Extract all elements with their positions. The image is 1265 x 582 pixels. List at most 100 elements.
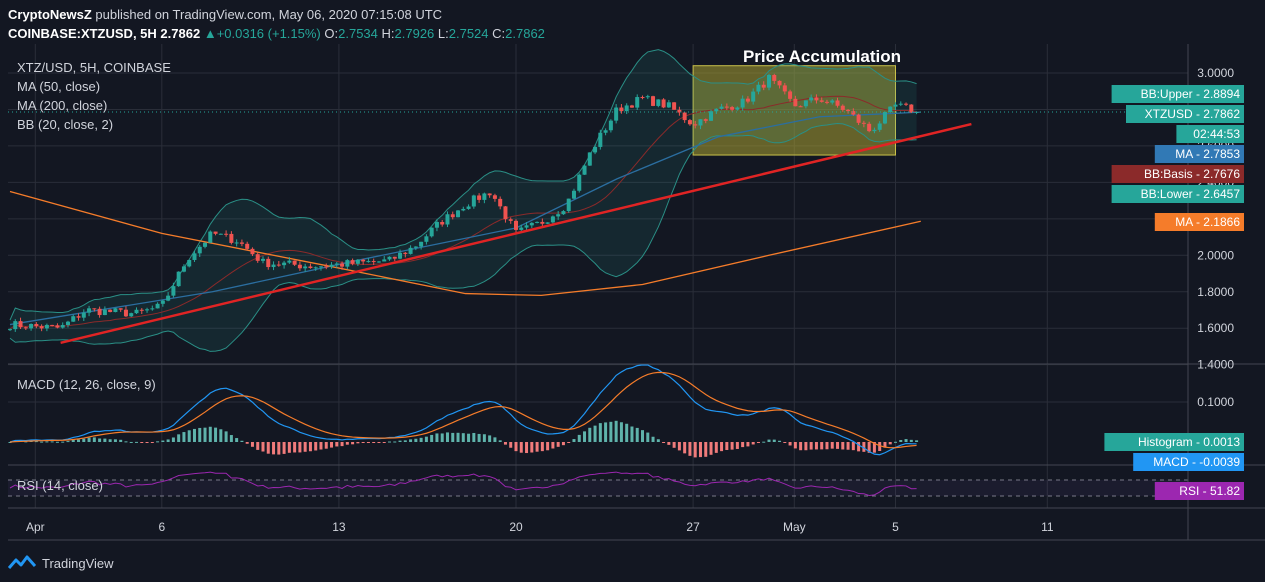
candle-body[interactable] (134, 309, 139, 314)
candle-body[interactable] (55, 325, 60, 328)
candle-body[interactable] (318, 266, 323, 268)
candle-body[interactable] (29, 324, 34, 329)
candle-body[interactable] (819, 100, 824, 102)
candle-body[interactable] (687, 120, 692, 125)
candle-body[interactable] (587, 152, 592, 166)
tradingview-brand[interactable]: TradingView (8, 554, 114, 572)
candle-body[interactable] (656, 99, 661, 106)
candle-body[interactable] (798, 106, 803, 108)
candle-body[interactable] (492, 195, 497, 199)
candle-body[interactable] (8, 329, 12, 331)
candle-body[interactable] (793, 98, 798, 107)
candle-body[interactable] (882, 112, 887, 124)
candle-body[interactable] (224, 233, 229, 235)
candle-body[interactable] (113, 308, 118, 313)
candle-body[interactable] (519, 227, 524, 230)
candle-body[interactable] (508, 219, 513, 221)
candle-body[interactable] (550, 216, 555, 223)
candle-body[interactable] (171, 286, 176, 296)
candle-body[interactable] (87, 308, 92, 313)
candle-body[interactable] (176, 271, 181, 287)
candle-body[interactable] (877, 123, 882, 130)
candle-body[interactable] (282, 262, 287, 266)
candle-body[interactable] (218, 233, 223, 235)
candle-body[interactable] (735, 107, 740, 110)
candle-body[interactable] (661, 99, 666, 108)
candle-body[interactable] (129, 313, 134, 317)
candle-body[interactable] (187, 259, 192, 267)
candle-body[interactable] (350, 260, 355, 264)
candle-body[interactable] (239, 242, 244, 244)
publisher-name[interactable]: CryptoNewsZ (8, 7, 92, 22)
candle-body[interactable] (150, 308, 155, 310)
legend-bb[interactable]: BB (20, close, 2) (17, 117, 113, 132)
candle-body[interactable] (429, 227, 434, 237)
candle-body[interactable] (740, 98, 745, 108)
candle-body[interactable] (867, 123, 872, 132)
candle-body[interactable] (719, 106, 724, 109)
candle-body[interactable] (556, 214, 561, 217)
candle-body[interactable] (803, 100, 808, 107)
candle-body[interactable] (571, 190, 576, 199)
candle-body[interactable] (529, 222, 534, 226)
candle-body[interactable] (23, 327, 28, 329)
candle-body[interactable] (682, 112, 687, 121)
legend-macd[interactable]: MACD (12, 26, close, 9) (17, 377, 156, 392)
candle-body[interactable] (445, 214, 450, 225)
candle-body[interactable] (334, 263, 339, 265)
candle-body[interactable] (603, 130, 608, 133)
candle-body[interactable] (13, 321, 18, 330)
candle-body[interactable] (461, 208, 466, 211)
candle-body[interactable] (904, 103, 909, 105)
candle-body[interactable] (545, 222, 550, 224)
candle-body[interactable] (524, 225, 529, 228)
candle-body[interactable] (703, 119, 708, 121)
candle-body[interactable] (893, 104, 898, 107)
legend-symbol[interactable]: XTZ/USD, 5H, COINBASE (17, 60, 171, 75)
candle-body[interactable] (213, 231, 218, 234)
candle-body[interactable] (398, 252, 403, 259)
candle-body[interactable] (756, 84, 761, 92)
candle-body[interactable] (434, 222, 439, 228)
candle-body[interactable] (593, 146, 598, 153)
macd-pane[interactable] (8, 364, 919, 458)
candle-body[interactable] (561, 211, 566, 215)
candle-body[interactable] (192, 253, 197, 260)
candle-body[interactable] (229, 233, 234, 243)
candle-body[interactable] (181, 266, 186, 272)
candle-body[interactable] (898, 103, 903, 105)
candle-body[interactable] (313, 267, 318, 269)
candle-body[interactable] (466, 206, 471, 209)
candle-body[interactable] (203, 242, 208, 247)
candle-body[interactable] (108, 309, 113, 313)
candle-body[interactable] (851, 111, 856, 115)
candle-body[interactable] (782, 85, 787, 92)
candle-body[interactable] (160, 300, 165, 304)
candle-body[interactable] (308, 266, 313, 268)
candle-body[interactable] (76, 316, 81, 318)
candle-body[interactable] (856, 114, 861, 123)
candle-body[interactable] (81, 312, 86, 318)
candle-body[interactable] (166, 295, 171, 301)
candle-body[interactable] (772, 74, 777, 81)
candle-body[interactable] (271, 264, 276, 268)
candle-body[interactable] (487, 193, 492, 196)
candle-body[interactable] (677, 109, 682, 113)
candle-body[interactable] (71, 316, 76, 322)
candle-body[interactable] (355, 259, 360, 264)
candle-body[interactable] (651, 96, 656, 106)
candle-body[interactable] (767, 74, 771, 88)
price-chart[interactable]: 3.00002.80002.60002.40002.20002.00001.80… (0, 44, 1265, 550)
candle-body[interactable] (745, 98, 750, 102)
candle-body[interactable] (566, 198, 571, 212)
candle-body[interactable] (777, 80, 782, 86)
candle-body[interactable] (693, 124, 698, 126)
candle-body[interactable] (408, 247, 413, 254)
candle-body[interactable] (471, 195, 476, 207)
candle-body[interactable] (250, 248, 255, 255)
candle-body[interactable] (371, 261, 376, 263)
candle-body[interactable] (598, 132, 603, 147)
candle-body[interactable] (698, 119, 703, 126)
candle-body[interactable] (788, 91, 793, 99)
candle-body[interactable] (382, 259, 387, 262)
